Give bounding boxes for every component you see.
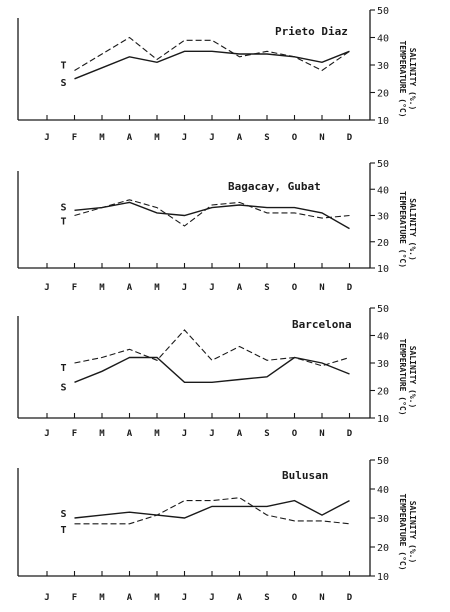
panel-4-station-title: Bulusan [282, 469, 328, 482]
panel-4-y-tick-label: 10 [377, 572, 389, 583]
panel-2-series-salinity [74, 201, 350, 230]
panel-1-month-label: F [72, 133, 77, 143]
panel-3-series-tag-t: T [61, 363, 67, 374]
panel-4-month-label: J [44, 593, 49, 603]
panel-1-series-tag-t: T [61, 61, 67, 72]
panel-4-month-label: J [209, 593, 214, 603]
panel-3-month-label: S [264, 429, 269, 439]
panel-2-series-tag-t: T [61, 217, 67, 228]
panel-1-series-temperature [74, 36, 350, 72]
panel-2-month-label: F [72, 283, 77, 293]
panel-4-month-label: M [99, 593, 105, 603]
panel-1-y-tick-label: 20 [377, 89, 389, 100]
panel-1-month-label: M [154, 133, 160, 143]
panel-2-month-label: O [292, 283, 298, 293]
panel-2-series-temperature [74, 199, 350, 227]
panel-1-month-label: S [264, 133, 269, 143]
panel-4-month-label: O [292, 593, 298, 603]
panel-2-month-label: M [99, 283, 105, 293]
panel-2-station-title: Bagacay, Gubat [228, 180, 321, 193]
panel-2-ylabel-temperature: TEMPERATURE (°C) [398, 191, 407, 268]
panel-2-month-label: N [319, 283, 324, 293]
panel-3-month-label: M [154, 429, 160, 439]
panel-1-month-label: M [99, 133, 105, 143]
panel-2-month-label: A [127, 283, 133, 293]
panel-2-month-label: A [237, 283, 243, 293]
panel-3-station-title: Barcelona [292, 318, 352, 331]
panel-3-month-label: N [319, 429, 324, 439]
panel-1-ylabel-temperature: TEMPERATURE (°C) [398, 40, 407, 117]
panel-3-month-label: J [209, 429, 214, 439]
panel-2-month-label: M [154, 283, 160, 293]
panel-1-series-tag-s: S [61, 78, 67, 89]
panel-3-y-tick-label: 50 [377, 304, 389, 315]
panel-4-y-tick-label: 40 [377, 485, 389, 496]
panel-2-y-tick-label: 20 [377, 238, 389, 249]
panel-2-y-tick-label: 30 [377, 212, 389, 223]
panel-3-ylabel-temperature: TEMPERATURE (°C) [398, 338, 407, 415]
panel-4-y-tick-label: 50 [377, 456, 389, 467]
panel-1-y-tick-label: 30 [377, 61, 389, 72]
panel-3-month-label: A [237, 429, 243, 439]
panel-1-station-title: Prieto Diaz [275, 25, 348, 38]
panel-1-series-salinity [74, 50, 350, 80]
panel-4-ylabel-salinity: SALINITY (%.) [408, 501, 417, 564]
panel-4-month-label: S [264, 593, 269, 603]
panel-4-series-tag-t: T [61, 525, 67, 536]
panel-2-month-label: J [209, 283, 214, 293]
panel-1-month-label: A [127, 133, 133, 143]
panel-2-series-tag-s: S [61, 202, 67, 213]
panel-4-y-tick-label: 30 [377, 514, 389, 525]
panel-4-month-label: F [72, 593, 77, 603]
panel-4-month-label: M [154, 593, 160, 603]
panel-2-month-label: D [347, 283, 353, 293]
panel-4-ylabel-temperature: TEMPERATURE (°C) [398, 493, 407, 570]
panel-1-month-label: D [347, 133, 353, 143]
panel-1-month-label: J [182, 133, 187, 143]
panel-3-y-tick-label: 30 [377, 359, 389, 370]
panel-4-month-label: J [182, 593, 187, 603]
panel-2-y-tick-label: 10 [377, 264, 389, 275]
panel-3-month-label: O [292, 429, 298, 439]
panel-3-series-salinity [74, 356, 350, 383]
panel-2-month-label: J [44, 283, 49, 293]
panel-1-ylabel-salinity: SALINITY (%.) [408, 48, 417, 111]
panel-1-month-label: O [292, 133, 298, 143]
panel-3-month-label: M [99, 429, 105, 439]
panel-1-y-tick-label: 50 [377, 6, 389, 17]
panel-3-y-tick-label: 40 [377, 332, 389, 343]
panel-3-month-label: F [72, 429, 77, 439]
panel-2-y-tick-label: 50 [377, 159, 389, 170]
panel-3-month-label: J [44, 429, 49, 439]
panel-4-month-label: N [319, 593, 324, 603]
panel-3-series-tag-s: S [61, 382, 67, 393]
panel-2-month-label: J [182, 283, 187, 293]
panel-3-month-label: A [127, 429, 133, 439]
panel-1-y-tick-label: 40 [377, 34, 389, 45]
panel-1-month-label: J [44, 133, 49, 143]
panel-3-month-label: D [347, 429, 353, 439]
panel-1-month-label: J [209, 133, 214, 143]
panel-4-month-label: A [127, 593, 133, 603]
panel-2-ylabel-salinity: SALINITY (%.) [408, 198, 417, 261]
panel-2-y-tick-label: 40 [377, 185, 389, 196]
panel-3-ylabel-salinity: SALINITY (%.) [408, 346, 417, 409]
panel-4-series-salinity [74, 499, 350, 519]
panel-3-y-tick-label: 20 [377, 387, 389, 398]
panel-3-y-tick-label: 10 [377, 414, 389, 425]
panel-4-month-label: D [347, 593, 353, 603]
panel-4-y-tick-label: 20 [377, 543, 389, 554]
panel-4-series-temperature [74, 497, 350, 525]
panel-2-month-label: S [264, 283, 269, 293]
panel-3-month-label: J [182, 429, 187, 439]
panel-1-month-label: N [319, 133, 324, 143]
panel-3-series-temperature [74, 329, 350, 367]
panel-1-month-label: A [237, 133, 243, 143]
panel-4-series-tag-s: S [61, 509, 67, 520]
panel-1-y-tick-label: 10 [377, 116, 389, 127]
panel-4-month-label: A [237, 593, 243, 603]
